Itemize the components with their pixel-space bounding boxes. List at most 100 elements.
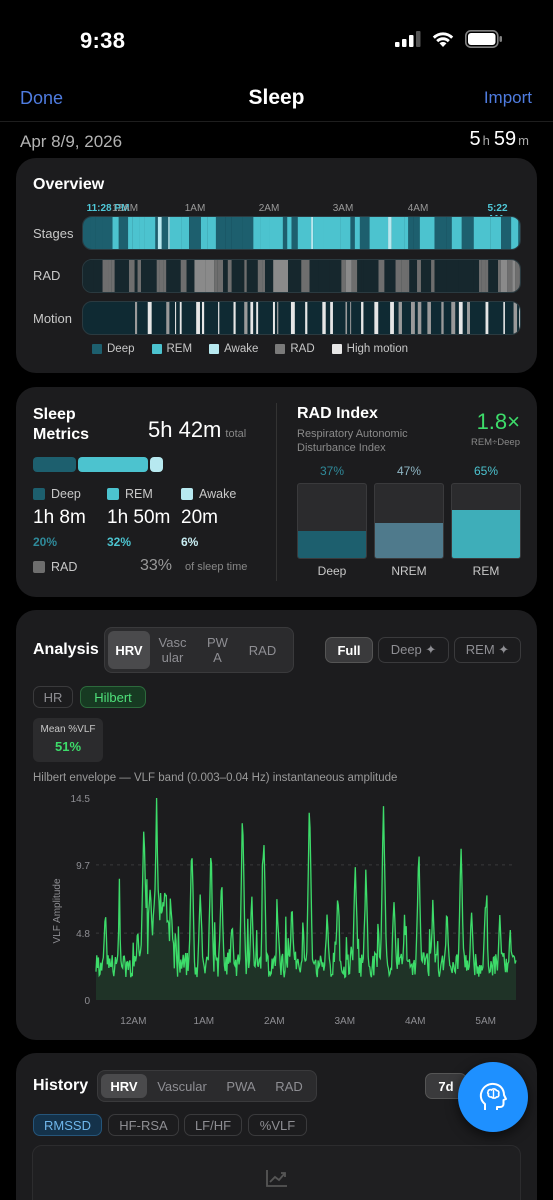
rad-segment	[288, 260, 302, 292]
analysis-title: Analysis	[33, 641, 99, 658]
vlf-chart[interactable]: VLF Amplitude 14.5 9.7 4.8 0 12AM 1AM 2AM 3AM 4AM…	[46, 790, 526, 1030]
mode-hr[interactable]: HR	[33, 686, 73, 708]
stage-awake-pct: 6%	[181, 535, 199, 549]
motion-mark	[374, 302, 379, 334]
mean-vlf-value: 51%	[54, 739, 82, 754]
rad-segment	[225, 260, 228, 292]
rad-segment	[83, 260, 94, 292]
rad-segment	[186, 260, 195, 292]
stage-segment	[102, 217, 113, 249]
motion-mark	[290, 302, 295, 334]
y-axis-label: VLF Amplitude	[52, 878, 63, 943]
metric-hf-rsa[interactable]: HF-RSA	[108, 1114, 179, 1136]
rad-segment	[244, 260, 247, 292]
motion-mark	[244, 302, 248, 334]
stage-segment	[260, 217, 270, 249]
rad-segment	[407, 260, 410, 292]
stage-segment	[419, 217, 435, 249]
rad-segment	[488, 260, 498, 292]
tab-rad[interactable]: RAD	[248, 642, 277, 658]
stage-segment	[511, 217, 519, 249]
rad-bar-deep: 37% Deep	[297, 464, 367, 578]
stage-segment	[155, 217, 158, 249]
rad-segment	[114, 260, 129, 292]
rad-segment	[156, 260, 160, 292]
history-tab-pwa[interactable]: PWA	[226, 1078, 256, 1094]
rad-segment	[363, 260, 379, 292]
stage-segment	[253, 217, 261, 249]
sleep-date: Apr 8/9, 2026	[20, 132, 123, 151]
time-label-start: 11:28 PM	[86, 203, 130, 214]
vlf-area	[96, 798, 516, 1000]
range-rem[interactable]: REM ✦	[454, 637, 521, 663]
rad-segment	[163, 260, 167, 292]
rad-bar-nrem-pct: 47%	[396, 464, 422, 478]
rad-index-value: 1.8×	[476, 409, 520, 434]
tab-hrv[interactable]: HRV	[108, 631, 150, 669]
tab-vascular[interactable]: Vasc ular	[158, 635, 187, 665]
stage-deep-label: Deep	[51, 487, 81, 501]
tab-pwa[interactable]: PW A	[207, 635, 228, 665]
legend-awake: Awake	[209, 343, 258, 355]
history-tab-rad[interactable]: RAD	[275, 1078, 303, 1094]
rad-track[interactable]	[82, 259, 521, 293]
motion-mark	[485, 302, 489, 334]
range-deep[interactable]: Deep ✦	[378, 637, 449, 663]
motion-mark	[458, 302, 463, 334]
history-tab-hrv[interactable]: HRV	[101, 1074, 147, 1098]
stage-deep-pct: 20%	[33, 535, 58, 549]
stage-segment	[490, 217, 502, 249]
cellular-signal-icon	[395, 31, 421, 47]
stage-segment	[354, 217, 360, 249]
motion-mark	[166, 302, 170, 334]
history-tab-vascular[interactable]: Vascular	[157, 1078, 207, 1094]
import-button[interactable]: Import	[483, 88, 532, 107]
overview-card: Overview 11:28 PM 12AM 1AM 2AM 3AM 4AM 5…	[16, 158, 537, 373]
range-full[interactable]: Full	[325, 637, 373, 663]
sleep-total-label: total	[225, 428, 247, 440]
stage-segment	[95, 217, 103, 249]
history-chart-placeholder	[32, 1145, 521, 1200]
motion-mark	[233, 302, 236, 334]
stage-segment	[297, 217, 312, 249]
stage-segment	[132, 217, 140, 249]
rad-segment	[345, 260, 352, 292]
rad-segment	[446, 260, 459, 292]
motion-track[interactable]	[82, 301, 521, 335]
ai-assistant-button[interactable]	[458, 1062, 528, 1132]
time-label-1am: 1AM	[184, 203, 206, 214]
battery-icon	[465, 30, 502, 48]
stage-segment	[518, 217, 520, 249]
stage-segment	[388, 217, 392, 249]
page-title: Sleep	[248, 86, 305, 109]
rad-segment	[166, 260, 181, 292]
rad-segment	[137, 260, 142, 292]
stage-segment	[207, 217, 216, 249]
stages-track[interactable]	[82, 216, 521, 250]
x-tick-label: 3AM	[334, 1016, 355, 1027]
rad-suffix: of sleep time	[185, 561, 248, 573]
rad-segment	[351, 260, 358, 292]
motion-mark	[350, 302, 352, 334]
motion-mark	[277, 302, 279, 334]
stage-segment	[169, 217, 182, 249]
motion-mark	[196, 302, 200, 334]
mode-hilbert[interactable]: Hilbert	[80, 686, 146, 708]
stage-rem-pct: 32%	[107, 535, 132, 549]
motion-mark	[410, 302, 415, 334]
metric-vlf[interactable]: %VLF	[248, 1114, 307, 1136]
metric-rmssd[interactable]: RMSSD	[33, 1114, 102, 1136]
done-button[interactable]: Done	[20, 88, 64, 108]
rad-segment	[217, 260, 224, 292]
rad-segment	[134, 260, 138, 292]
metric-lf-hf[interactable]: LF/HF	[184, 1114, 242, 1136]
stage-rem: REM 1h 50m 32%	[107, 487, 170, 549]
rad-segment	[497, 260, 501, 292]
duration-minutes-unit: m	[518, 133, 529, 148]
x-tick-label: 1AM	[194, 1016, 215, 1027]
rad-segment	[473, 260, 480, 292]
rad-segment	[231, 260, 243, 292]
overview-legend: Deep REM Awake RAD High motion	[92, 343, 408, 355]
trend-chart-icon	[266, 1170, 287, 1187]
rad-segment	[329, 260, 342, 292]
